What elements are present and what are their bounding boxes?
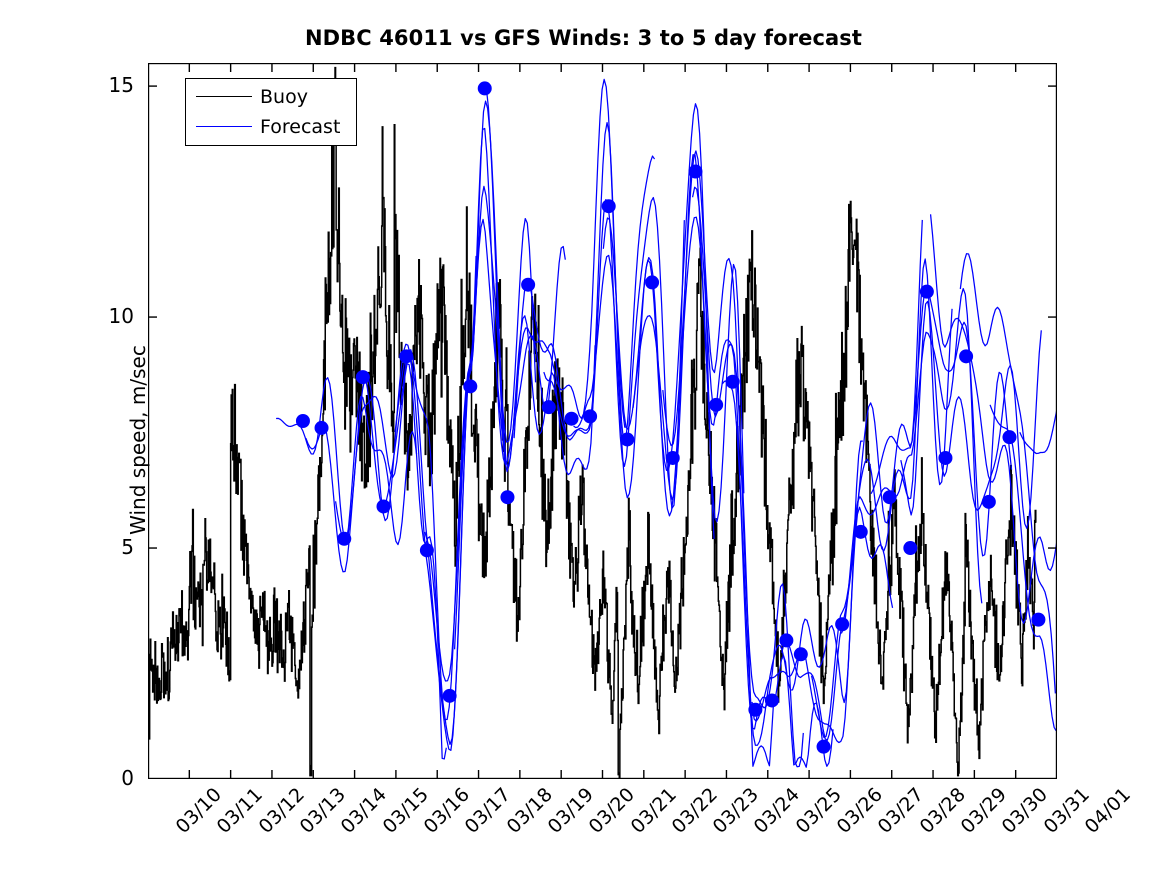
forecast-line xyxy=(900,300,1042,530)
forecast-line xyxy=(305,363,447,760)
legend-swatch-buoy xyxy=(196,96,252,97)
forecast-line xyxy=(870,286,1013,557)
legend-label-buoy: Buoy xyxy=(260,86,308,108)
forecast-marker xyxy=(564,411,579,426)
forecast-marker xyxy=(709,397,724,412)
forecast-line xyxy=(840,287,983,634)
forecast-marker xyxy=(665,450,680,465)
forecast-marker xyxy=(853,524,868,539)
forecast-marker xyxy=(337,531,352,546)
forecast-line xyxy=(424,127,566,682)
legend-swatch-forecast xyxy=(196,126,252,127)
x-tick-label: 03/20 xyxy=(584,783,640,838)
forecast-marker xyxy=(903,541,918,556)
x-tick-label: 03/27 xyxy=(874,783,929,838)
forecast-line xyxy=(602,216,745,523)
chart-canvas xyxy=(148,63,1057,779)
forecast-marker xyxy=(477,81,492,96)
buoy-line xyxy=(148,66,1037,779)
forecast-line xyxy=(484,78,626,473)
forecast-line xyxy=(394,185,537,752)
forecast-line xyxy=(691,186,834,768)
forecast-marker xyxy=(793,647,808,662)
forecast-marker xyxy=(1002,430,1017,445)
forecast-marker xyxy=(295,414,310,428)
forecast-marker xyxy=(419,543,434,558)
forecast-marker xyxy=(314,420,329,435)
forecast-line xyxy=(959,253,1056,694)
forecast-marker xyxy=(376,499,391,514)
forecast-marker xyxy=(835,617,850,632)
forecast-marker xyxy=(725,374,740,389)
chart-legend: Buoy Forecast xyxy=(185,78,357,146)
forecast-line xyxy=(334,255,477,721)
forecast-marker xyxy=(779,633,794,648)
forecast-marker xyxy=(919,284,934,299)
forecast-marker xyxy=(688,164,703,179)
x-tick-label: 03/29 xyxy=(956,783,1011,838)
forecast-marker xyxy=(399,349,414,364)
forecast-marker xyxy=(541,400,556,415)
forecast-marker xyxy=(959,349,974,364)
forecast-marker xyxy=(521,277,536,292)
legend-label-forecast: Forecast xyxy=(260,116,341,138)
forecast-line xyxy=(721,380,863,746)
forecast-line xyxy=(1019,408,1057,455)
forecast-marker xyxy=(620,432,635,447)
x-tick-label: 03/12 xyxy=(254,783,309,838)
x-tick-label: 03/13 xyxy=(295,783,350,838)
x-tick-label: 03/25 xyxy=(791,783,846,838)
forecast-marker xyxy=(882,490,897,505)
x-tick-label: 03/10 xyxy=(171,783,226,838)
chart-title: NDBC 46011 vs GFS Winds: 3 to 5 day fore… xyxy=(304,26,863,50)
series-forecast xyxy=(276,78,1057,768)
forecast-line xyxy=(513,121,656,443)
x-tick-label: 03/30 xyxy=(997,783,1053,838)
x-tick-label: 03/19 xyxy=(543,783,598,838)
forecast-marker xyxy=(601,199,616,214)
forecast-marker xyxy=(583,409,598,424)
x-tick-label: 03/21 xyxy=(626,783,681,838)
forecast-marker xyxy=(938,450,953,465)
series-buoy xyxy=(148,66,1037,779)
x-tick-label: 03/11 xyxy=(212,783,268,838)
axis-ticks xyxy=(148,63,1057,779)
x-tick-label: 03/23 xyxy=(708,783,764,838)
forecast-marker xyxy=(816,739,831,754)
y-axis-title: Wind speed, m/sec xyxy=(126,345,150,535)
legend-entry-buoy: Buoy xyxy=(186,82,358,112)
forecast-marker xyxy=(981,494,996,509)
forecast-marker xyxy=(764,693,779,708)
forecast-marker xyxy=(500,490,515,505)
forecast-marker xyxy=(442,688,457,703)
x-tick-label: 03/22 xyxy=(667,783,722,838)
x-tick-label: 03/24 xyxy=(750,783,805,838)
forecast-marker xyxy=(748,702,763,717)
plot-area: Wind speed, m/sec xyxy=(126,63,1057,779)
forecast-line xyxy=(453,100,596,650)
x-tick-label: 03/18 xyxy=(502,783,557,838)
x-tick-label: 03/17 xyxy=(460,783,516,838)
x-tick-label: 04/01 xyxy=(1080,783,1135,838)
x-tick-label: 03/15 xyxy=(378,783,433,838)
x-tick-label: 03/16 xyxy=(419,783,474,838)
forecast-marker xyxy=(463,379,478,394)
forecast-line xyxy=(989,404,1057,732)
x-tick-label: 03/28 xyxy=(915,783,970,838)
legend-entry-forecast: Forecast xyxy=(186,112,358,142)
forecast-marker xyxy=(355,370,370,385)
forecast-line xyxy=(929,214,1057,624)
forecast-marker-points xyxy=(295,81,1046,754)
forecast-line xyxy=(364,218,507,746)
x-tick-label: 03/14 xyxy=(336,783,392,838)
forecast-marker xyxy=(1031,612,1046,627)
x-tick-label: 03/31 xyxy=(1039,783,1094,838)
forecast-marker xyxy=(645,275,660,290)
forecast-line xyxy=(662,150,804,768)
x-tick-label: 03/26 xyxy=(832,783,887,838)
